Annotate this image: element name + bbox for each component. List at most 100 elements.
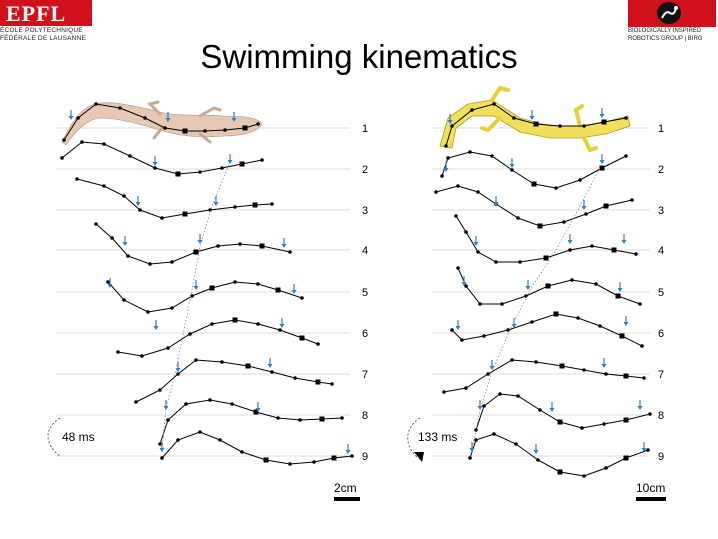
right-joint-marker — [558, 124, 562, 128]
left-joint-marker — [126, 254, 130, 258]
right-limb-arrow-icon — [443, 162, 449, 172]
left-girdle-marker — [263, 457, 269, 463]
left-girdle-marker — [275, 287, 281, 293]
right-limb-arrow-icon — [533, 444, 539, 454]
right-joint-marker — [500, 302, 504, 306]
left-curves — [60, 102, 354, 466]
left-joint-marker — [158, 388, 162, 392]
right-joint-marker — [512, 116, 516, 120]
robot-limbs — [480, 85, 598, 153]
right-row-number: 8 — [658, 410, 664, 422]
left-girdle-marker — [319, 416, 325, 422]
left-joint-marker — [238, 242, 242, 246]
right-joint-marker — [594, 282, 598, 286]
left-joint-marker — [166, 346, 170, 350]
left-joint-marker — [146, 310, 150, 314]
left-joint-marker — [163, 126, 167, 130]
left-girdle-marker — [259, 243, 265, 249]
epfl-logo: EPFL ÉCOLE POLYTECHNIQUE FÉDÉRALE DE LAU… — [0, 0, 96, 46]
left-joint-marker — [256, 322, 260, 326]
epfl-logo-line2: FÉDÉRALE DE LAUSANNE — [0, 35, 86, 42]
left-joint-marker — [230, 402, 234, 406]
left-girdle-marker — [175, 171, 181, 177]
left-joint-marker — [188, 332, 192, 336]
right-joint-marker — [446, 156, 450, 160]
left-joint-marker — [288, 250, 292, 254]
right-joint-marker — [584, 212, 588, 216]
left-wave-trace — [161, 161, 231, 451]
left-joint-marker — [270, 370, 274, 374]
right-limb-arrow-icon — [511, 318, 517, 328]
left-joint-marker — [140, 354, 144, 358]
left-joint-marker — [278, 328, 282, 332]
left-joint-marker — [276, 416, 280, 420]
right-limb-arrow-icon — [529, 110, 535, 120]
salamander-badge-icon — [657, 2, 681, 24]
right-joint-marker — [634, 252, 638, 256]
right-joint-marker — [568, 248, 572, 252]
left-girdle-marker — [182, 211, 188, 217]
right-joint-marker — [510, 168, 514, 172]
left-limb-arrow-icon — [165, 112, 171, 122]
right-joint-marker — [538, 408, 542, 412]
right-posture-line-7 — [443, 359, 645, 393]
left-joint-marker — [128, 154, 132, 158]
right-curves — [434, 102, 652, 478]
right-row-number: 5 — [658, 287, 664, 299]
right-limb-arrow-icon — [477, 400, 483, 410]
left-limb-arrow-icon — [122, 236, 128, 246]
right-joint-marker — [554, 186, 558, 190]
right-posture-line-1 — [445, 103, 627, 147]
left-joint-marker — [256, 122, 260, 126]
left-joint-marker — [288, 462, 292, 466]
left-limb-arrow-icon — [163, 400, 169, 410]
left-row-number: 1 — [362, 123, 368, 135]
right-posture-line-9 — [469, 433, 649, 477]
left-arrows — [68, 110, 351, 454]
right-posture-line-6 — [451, 313, 643, 347]
left-posture-line-2 — [61, 141, 263, 175]
right-scale-label: 10cm — [636, 481, 665, 495]
right-posture-line-4 — [455, 215, 637, 263]
left-limb-arrow-icon — [281, 238, 287, 248]
right-joint-marker — [434, 190, 438, 194]
right-joint-marker — [580, 426, 584, 430]
epfl-logo-line1: ÉCOLE POLYTECHNIQUE — [0, 27, 83, 34]
right-girdle-marker — [533, 121, 539, 127]
right-joint-marker — [624, 116, 628, 120]
left-joint-marker — [233, 280, 237, 284]
right-joint-marker — [582, 474, 586, 478]
left-joint-marker — [208, 398, 212, 402]
right-joint-marker — [604, 466, 608, 470]
left-row-number: 4 — [362, 245, 368, 257]
left-girdle-marker — [209, 285, 215, 291]
left-joint-marker — [110, 236, 114, 240]
left-limb-arrow-icon — [107, 278, 113, 288]
left-limb-arrow-icon — [213, 196, 219, 206]
left-joint-marker — [158, 442, 162, 446]
left-joint-marker — [300, 296, 304, 300]
left-row-number: 7 — [362, 369, 368, 381]
left-limb-arrow-icon — [193, 280, 199, 290]
left-row-number: 8 — [362, 410, 368, 422]
right-time-arrowhead — [414, 452, 424, 462]
right-joint-marker — [464, 230, 468, 234]
right-time-arc — [407, 417, 421, 459]
left-limb-arrow-icon — [255, 402, 261, 412]
left-joint-marker — [75, 177, 79, 181]
left-joint-marker — [118, 106, 122, 110]
right-limb-arrow-icon — [447, 114, 453, 124]
left-joint-marker — [194, 358, 198, 362]
right-girdle-marker — [531, 181, 537, 187]
left-limb-arrow-icon — [153, 320, 159, 330]
right-row-number: 4 — [658, 245, 664, 257]
right-joint-marker — [454, 214, 458, 218]
right-limb-arrow-icon — [567, 234, 573, 244]
right-joint-marker — [534, 360, 538, 364]
right-row-number: 1 — [658, 123, 664, 135]
right-joint-marker — [464, 386, 468, 390]
right-joint-marker — [648, 412, 652, 416]
right-joint-marker — [516, 394, 520, 398]
slide-title: Swimming kinematics — [200, 38, 518, 75]
